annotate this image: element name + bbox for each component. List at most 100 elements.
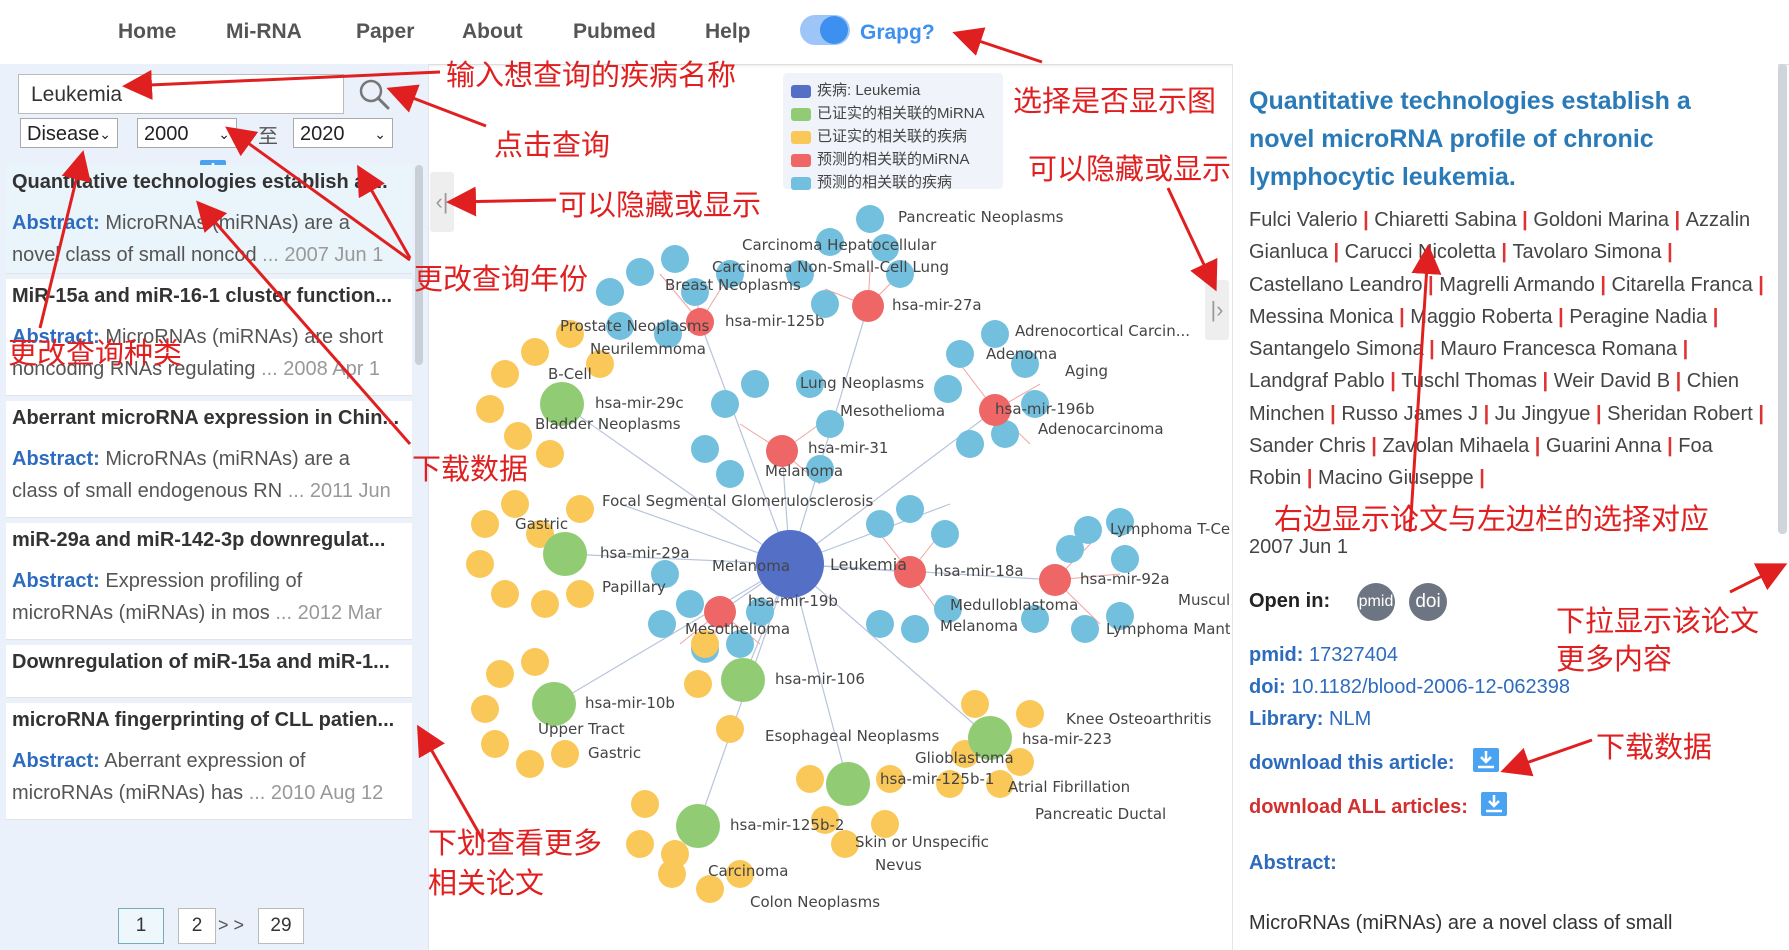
open-in-label: Open in:	[1249, 590, 1331, 612]
graph-node-label: Lymphoma T-Ce...	[1110, 520, 1230, 538]
graph-node-label: Colon Neoplasms	[750, 893, 880, 911]
author-name: Goldoni Marina	[1533, 209, 1669, 231]
list-item-title: Aberrant microRNA expression in Chin...	[12, 407, 400, 429]
graph-node-label: Focal Segmental Glomerulosclerosis	[602, 492, 874, 510]
chevron-down-icon: ⌄	[218, 126, 230, 142]
author-separator: |	[1478, 402, 1495, 425]
nav-home[interactable]: Home	[118, 20, 177, 43]
graph-node-label: Pancreatic Neoplasms	[898, 208, 1064, 226]
graph-toggle[interactable]	[800, 15, 850, 45]
author-separator: |	[1670, 370, 1687, 393]
graph-node-label: Adrenocortical Carcin...	[1015, 322, 1190, 340]
annotation-category: 更改查询种类	[8, 338, 183, 370]
annotation-search: 输入想查询的疾病名称	[446, 60, 737, 92]
download-this-icon[interactable]	[1473, 748, 1499, 772]
download-this-article[interactable]: download this article:	[1249, 752, 1455, 774]
list-item-title: miR-29a and miR-142-3p downregulat...	[12, 529, 386, 551]
annotation-click-search: 点击查询	[494, 130, 611, 162]
legend-item[interactable]: 预测的相关联的MiRNA	[791, 148, 970, 169]
author-separator: |	[1752, 402, 1764, 425]
author-name: Ju Jingyue	[1494, 402, 1591, 425]
list-item[interactable]: miR-29a and miR-142-3p downregulat... Ab…	[6, 523, 412, 640]
graph-node-label: Atrial Fibrillation	[1008, 778, 1130, 796]
nav-help[interactable]: Help	[705, 20, 751, 43]
list-item[interactable]: Downregulation of miR-15a and miR-1...	[6, 645, 412, 698]
list-item[interactable]: Aberrant microRNA expression in Chin... …	[6, 401, 412, 518]
download-all-icon[interactable]	[1481, 792, 1507, 816]
pagination: 1 2 > > 29	[0, 900, 428, 950]
article-authors: Fulci Valerio | Chiaretti Sabina | Goldo…	[1249, 204, 1769, 495]
pmid-link[interactable]: 17327404	[1309, 644, 1398, 666]
nav-mirna[interactable]: Mi-RNA	[226, 20, 302, 43]
year-from-select[interactable]: 2000 ⌄	[137, 118, 237, 148]
graph-node-label: Esophageal Neoplasms	[765, 727, 940, 745]
author-separator: |	[1590, 402, 1608, 425]
graph-nodes[interactable]	[466, 205, 1139, 903]
legend-item[interactable]: 已证实的相关联的疾病	[791, 125, 967, 146]
graph-node-label: hsa-mir-18a	[934, 562, 1024, 580]
open-doi-button[interactable]: doi	[1409, 583, 1447, 621]
graph-node-label: hsa-mir-106	[775, 670, 865, 688]
year-to-select[interactable]: 2020 ⌄	[293, 118, 393, 148]
author-name: Mauro Francesca Romana	[1440, 338, 1678, 361]
author-name: Santangelo Simona	[1249, 338, 1424, 361]
author-separator: |	[1423, 338, 1441, 361]
graph-node-label: hsa-mir-29a	[600, 544, 690, 562]
annotation-collapse-left: 可以隐藏或显示	[558, 190, 762, 222]
abstract-text: MicroRNAs (miRNAs) are a novel class of …	[1249, 912, 1673, 934]
article-title: Quantitative technologies establish a no…	[1249, 87, 1691, 191]
nav-pubmed[interactable]: Pubmed	[573, 20, 656, 43]
legend-item[interactable]: 疾病: Leukemia	[791, 79, 920, 100]
graph-node-label: Melanoma	[712, 557, 790, 575]
graph-node-label: Gastric	[588, 744, 641, 762]
page-last-button[interactable]: 29	[258, 908, 304, 944]
network-graph[interactable]: Pancreatic Neoplasms Carcinoma Hepatocel…	[430, 64, 1230, 950]
page-2-button[interactable]: 2	[178, 908, 216, 944]
category-select[interactable]: Disease ⌄	[20, 118, 118, 148]
author-separator: |	[1324, 402, 1342, 425]
graph-node-label: Prostate Neoplasms	[560, 317, 709, 335]
download-all-articles[interactable]: download ALL articles:	[1249, 796, 1468, 818]
page-next-arrows[interactable]: > >	[218, 915, 245, 935]
chevron-down-icon: ⌄	[374, 126, 386, 142]
author-separator: |	[1661, 435, 1679, 458]
search-button[interactable]	[356, 76, 392, 112]
chevron-left-icon: ‹|	[435, 189, 449, 214]
graph-node-label: Pancreatic Ductal	[1035, 805, 1166, 823]
page-1-button[interactable]: 1	[118, 908, 164, 944]
nav-paper[interactable]: Paper	[356, 20, 415, 43]
graph-center-label: Leukemia	[830, 555, 907, 574]
list-item-abstract: Abstract: MicroRNAs (miRNAs) are a novel …	[12, 212, 384, 266]
author-name: Guarini Anna	[1545, 435, 1662, 458]
library-row: Library: NLM	[1249, 708, 1372, 730]
graph-node-label: hsa-mir-19b	[748, 592, 838, 610]
graph-node-label: Knee Osteoarthritis	[1066, 710, 1212, 728]
graph-node-label: hsa-mir-125b	[725, 312, 824, 330]
list-item[interactable]: Quantitative technologies establish a ..…	[6, 165, 412, 274]
nav-about[interactable]: About	[462, 20, 523, 43]
detail-scrollbar[interactable]	[1778, 64, 1787, 534]
search-input[interactable]: Leukemia	[18, 74, 344, 114]
author-separator: |	[1537, 370, 1554, 393]
list-item-abstract: Abstract: MicroRNAs (miRNAs) are a class …	[12, 448, 391, 502]
list-item[interactable]: microRNA fingerprinting of CLL patien...…	[6, 703, 412, 820]
chevron-right-icon: |›	[1210, 297, 1224, 322]
author-name: Tuschl Thomas	[1401, 370, 1537, 393]
author-name: Messina Monica	[1249, 305, 1394, 328]
open-pmid-button[interactable]: pmid	[1357, 583, 1395, 621]
legend-item[interactable]: 预测的相关联的疾病	[791, 171, 952, 192]
year-from-value: 2000	[144, 123, 189, 145]
annotation-download-left: 下载数据	[412, 454, 529, 486]
annotation-related-papers: 相关论文	[428, 868, 545, 900]
author-separator: |	[1495, 241, 1513, 264]
list-scrollbar[interactable]	[415, 165, 423, 365]
graph-node-label: hsa-mir-125b-1	[880, 770, 994, 788]
graph-node-label: Glioblastoma	[915, 749, 1014, 767]
graph-node-label: Muscular...	[1178, 591, 1230, 609]
graph-node-label: Papillary	[602, 578, 666, 596]
graph-node-label: Aging	[1065, 362, 1108, 380]
doi-link[interactable]: 10.1182/blood-2006-12-062398	[1291, 676, 1570, 698]
legend-item[interactable]: 已证实的相关联的MiRNA	[791, 102, 985, 123]
author-name: Chiaretti Sabina	[1374, 209, 1517, 231]
article-list[interactable]: Quantitative technologies establish a ..…	[6, 165, 412, 825]
